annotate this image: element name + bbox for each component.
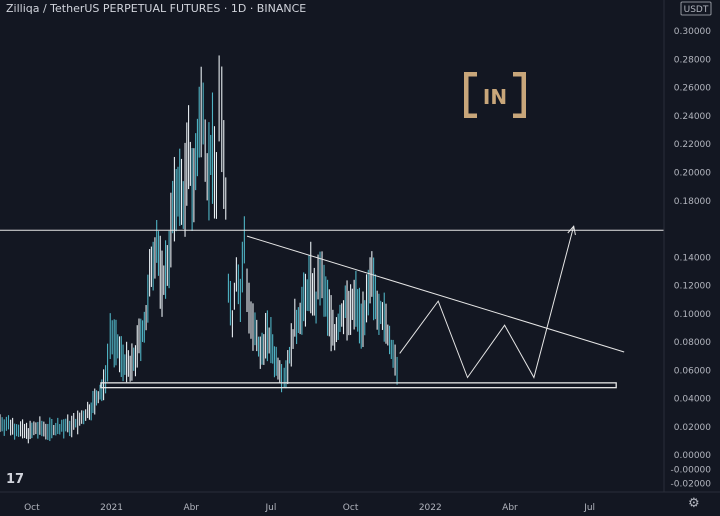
time-tick-label: Oct — [343, 503, 359, 513]
price-tick-label: 0.10000 — [674, 310, 711, 320]
projection-arrow-head — [567, 225, 576, 236]
support-zone[interactable] — [100, 382, 617, 389]
projection-path[interactable] — [399, 226, 575, 379]
price-tick-label: 0.06000 — [674, 366, 711, 376]
price-tick-label: 0.08000 — [674, 338, 711, 348]
price-tick-label: 0.28000 — [674, 55, 711, 65]
price-tick-label: 0.14000 — [674, 253, 711, 263]
time-tick-label: Jul — [583, 503, 595, 513]
time-axis[interactable]: Oct 2021 Abr Jul Oct 2022 Abr Jul — [0, 491, 720, 513]
tradingview-logo-icon[interactable]: 17 — [6, 472, 25, 487]
time-tick-label: Abr — [183, 503, 199, 513]
time-tick-label: 2022 — [419, 503, 442, 513]
currency-label: USDT — [684, 5, 709, 15]
price-tick-label: 0.20000 — [674, 168, 711, 178]
time-tick-label: Jul — [264, 503, 276, 513]
settings-gear-icon[interactable]: ⚙ — [688, 496, 700, 511]
price-tick-label: -0.00000 — [671, 465, 712, 475]
time-tick-label: 2021 — [100, 503, 123, 513]
time-tick-label: Abr — [502, 503, 518, 513]
price-tick-label: 0.30000 — [674, 27, 711, 37]
price-axis-background — [664, 0, 720, 516]
currency-badge[interactable] — [680, 1, 712, 16]
price-tick-label: 0.22000 — [674, 140, 711, 150]
descending-trendline[interactable] — [246, 235, 625, 353]
price-tick-label: 0.26000 — [674, 84, 711, 94]
price-series — [0, 55, 398, 444]
beincrypto-logo-icon: IN — [464, 72, 526, 118]
chart-title: Zilliqa / TetherUS PERPETUAL FUTURES · 1… — [6, 2, 307, 15]
price-tick-label: 0.24000 — [674, 112, 711, 122]
price-tick-label: 0.02000 — [674, 423, 711, 433]
price-tick-label: 0.12000 — [674, 282, 711, 292]
price-axis[interactable]: USDT 0.30000 0.28000 0.26000 0.24000 0.22000 0… — [663, 0, 720, 516]
price-tick-label: 0.04000 — [674, 395, 711, 405]
price-tick-label: 0.18000 — [674, 197, 711, 207]
price-tick-label: 0.00000 — [674, 451, 711, 461]
time-tick-label: Oct — [24, 503, 40, 513]
price-tick-label: -0.02000 — [671, 480, 712, 490]
svg-text:IN: IN — [483, 85, 507, 109]
